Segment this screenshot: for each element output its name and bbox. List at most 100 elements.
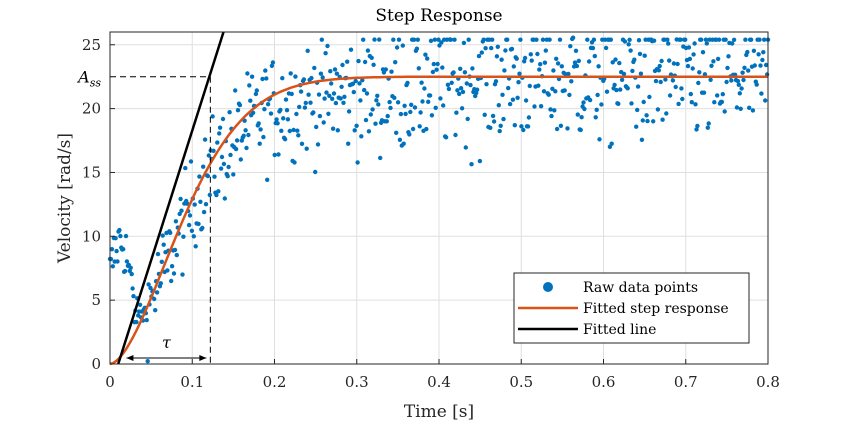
data-point bbox=[507, 101, 513, 107]
legend-label-fitted-line: Fitted line bbox=[583, 322, 656, 338]
data-point bbox=[212, 174, 217, 179]
data-point bbox=[603, 45, 609, 51]
data-point bbox=[593, 115, 598, 120]
data-point bbox=[460, 89, 466, 95]
data-point bbox=[433, 105, 438, 111]
data-point bbox=[228, 152, 233, 158]
data-point bbox=[706, 121, 711, 126]
data-point bbox=[704, 41, 709, 46]
data-point bbox=[303, 100, 308, 106]
data-point bbox=[686, 45, 692, 50]
data-point bbox=[192, 202, 197, 207]
data-point bbox=[547, 37, 552, 42]
data-point bbox=[181, 234, 186, 239]
data-point bbox=[737, 91, 742, 96]
y-tick-label: 0 bbox=[91, 355, 101, 373]
data-point bbox=[268, 111, 274, 116]
data-point bbox=[500, 92, 505, 98]
data-point bbox=[655, 107, 661, 112]
data-point bbox=[263, 68, 268, 73]
data-point bbox=[250, 110, 256, 116]
data-point bbox=[395, 100, 401, 105]
data-point bbox=[233, 146, 239, 152]
data-point bbox=[663, 77, 668, 82]
data-point bbox=[222, 196, 227, 201]
data-point bbox=[145, 359, 150, 364]
data-point bbox=[226, 164, 231, 170]
data-point bbox=[356, 58, 361, 64]
data-point bbox=[389, 69, 394, 74]
y-tick-label: 25 bbox=[82, 36, 101, 54]
data-point bbox=[742, 65, 747, 71]
data-point bbox=[159, 259, 164, 264]
data-point bbox=[694, 127, 699, 132]
data-point bbox=[188, 159, 194, 164]
data-point bbox=[638, 71, 644, 76]
data-point bbox=[705, 125, 710, 130]
data-point bbox=[365, 48, 371, 53]
data-point bbox=[691, 52, 696, 57]
data-point bbox=[621, 71, 627, 77]
data-point bbox=[586, 59, 592, 64]
data-point bbox=[187, 213, 193, 218]
data-point bbox=[418, 110, 423, 115]
data-point bbox=[165, 268, 170, 273]
data-point bbox=[751, 48, 757, 53]
data-point bbox=[338, 96, 343, 101]
data-point bbox=[405, 80, 410, 86]
data-point bbox=[629, 101, 634, 106]
data-point bbox=[703, 37, 709, 42]
data-point bbox=[574, 63, 580, 69]
data-point bbox=[495, 44, 500, 49]
data-point bbox=[392, 95, 397, 101]
data-point bbox=[114, 248, 119, 254]
data-point bbox=[137, 302, 143, 307]
data-point bbox=[595, 92, 600, 98]
data-point bbox=[740, 70, 745, 75]
data-point bbox=[360, 78, 365, 83]
fitted-line bbox=[117, 31, 225, 365]
data-point bbox=[546, 92, 551, 97]
data-point bbox=[702, 72, 708, 77]
data-point bbox=[569, 79, 574, 84]
data-point bbox=[297, 104, 302, 110]
data-point bbox=[158, 281, 163, 286]
data-point bbox=[316, 92, 322, 97]
data-point bbox=[282, 137, 288, 142]
data-point bbox=[689, 100, 694, 105]
data-point bbox=[653, 78, 659, 84]
data-point bbox=[355, 160, 360, 165]
data-point bbox=[288, 71, 293, 76]
data-point bbox=[697, 70, 702, 75]
data-point bbox=[376, 102, 381, 107]
data-point bbox=[762, 37, 767, 42]
data-point bbox=[441, 103, 446, 108]
data-point bbox=[597, 137, 602, 142]
data-point bbox=[276, 152, 281, 157]
data-point bbox=[758, 63, 763, 68]
data-point bbox=[302, 105, 308, 110]
data-point bbox=[666, 41, 671, 46]
data-point bbox=[741, 77, 746, 83]
data-point bbox=[537, 67, 542, 72]
data-point bbox=[361, 37, 366, 42]
y-tick-label: 20 bbox=[82, 100, 101, 118]
data-point bbox=[285, 117, 291, 122]
data-point bbox=[434, 67, 439, 72]
data-point bbox=[340, 62, 345, 68]
data-point bbox=[716, 37, 722, 42]
data-point bbox=[573, 48, 579, 53]
data-point bbox=[554, 56, 559, 61]
data-point bbox=[490, 37, 495, 42]
data-point bbox=[291, 127, 296, 133]
data-point bbox=[622, 39, 628, 44]
data-point bbox=[565, 126, 570, 131]
data-point bbox=[594, 107, 599, 113]
data-point bbox=[364, 91, 370, 96]
data-point bbox=[640, 118, 645, 123]
data-point bbox=[709, 63, 714, 68]
axes bbox=[109, 31, 769, 365]
data-point bbox=[296, 133, 301, 138]
data-point bbox=[465, 116, 470, 122]
data-point bbox=[515, 95, 520, 101]
